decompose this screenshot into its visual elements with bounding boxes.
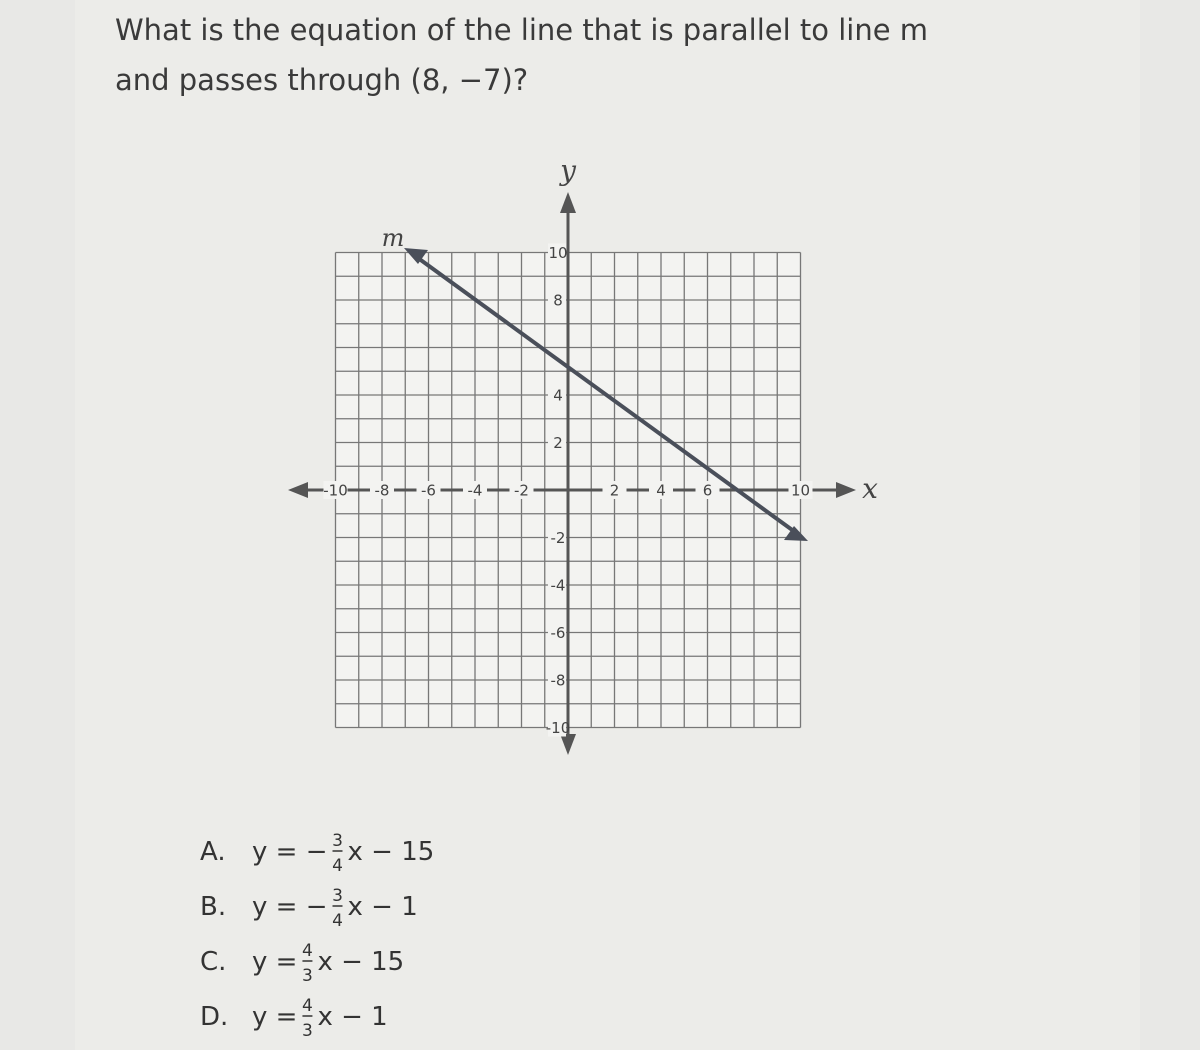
line-label: m [382,224,405,252]
tick-bg [602,481,627,499]
option-lhs: y = [252,947,297,977]
option-letter: D. [200,1002,228,1032]
tick-bg [416,481,441,499]
option-letter: A. [200,837,226,867]
y-tick-label: 8 [553,292,563,310]
y-tick-label: 4 [553,387,563,405]
y-tick-label: -10 [546,719,571,737]
x-tick-label: -8 [375,482,390,500]
x-tick-label: -2 [514,482,529,500]
arrow [560,192,576,213]
option-rhs: x − 1 [348,892,418,922]
question-line: and passes through (8, −7)? [115,63,528,97]
arrow [560,734,576,755]
y-tick-label: 10 [548,244,567,262]
tick-bg [548,576,566,594]
x-tick-label: 10 [791,482,810,500]
y-tick-label: -8 [551,672,566,690]
tick-bg [548,243,566,262]
y-tick-label: -6 [551,624,566,642]
line-m [416,256,797,534]
tick-bg [649,481,673,499]
option-numerator: 3 [332,886,343,906]
option-rhs: x − 15 [348,837,435,867]
tick-bg [788,481,813,499]
option-numerator: 4 [302,941,313,961]
y-tick-label: -2 [551,529,566,547]
x-tick-label: -10 [323,482,348,500]
option-letter: C. [200,947,226,977]
option-rhs: x − 1 [317,1002,387,1032]
tick-bg [548,291,566,309]
tick-bg [548,528,566,547]
option-numerator: 4 [302,996,313,1016]
option-denominator: 3 [302,966,313,986]
arrow [784,526,808,541]
tick-bg [370,481,394,499]
tick-bg [463,481,487,499]
option-denominator: 4 [332,911,343,931]
option-denominator: 3 [302,1021,313,1041]
option-lhs: y = − [252,837,328,867]
arrow [836,482,856,498]
option-lhs: y = [252,1002,297,1032]
y-tick-label: 2 [553,434,563,452]
tick-bg [548,386,566,404]
axis-label: x [862,472,878,505]
tick-bg [548,623,566,642]
arrow [404,248,428,264]
graph: y x m -10 -8 -6 -4 -2 2 4 6 10 10 8 4 2 -2 -4 -6 -8 -10 [288,154,878,755]
y-tick-label: -4 [551,577,566,595]
options: A. y = −34 x − 15B. y = −34 x − 1C. y = 43 x − … [200,831,434,1041]
arrow [288,482,308,498]
option-denominator: 4 [332,856,343,876]
option-rhs: x − 15 [317,947,404,977]
option-letter: B. [200,892,226,922]
option-numerator: 3 [332,831,343,851]
x-tick-label: -4 [468,482,483,500]
x-tick-label: 6 [703,482,713,500]
tick-bg [509,481,534,499]
tick-bg [323,481,348,499]
tick-bg [548,671,566,689]
tick-bg [548,433,566,452]
question-line: What is the equation of the line that is… [115,13,928,47]
x-tick-label: 4 [656,482,666,500]
x-tick-label: 2 [610,482,620,500]
tick-bg [548,718,566,737]
x-tick-label: -6 [421,482,436,500]
option-lhs: y = − [252,892,328,922]
axis-label: y [558,154,577,187]
tick-bg [695,481,720,499]
